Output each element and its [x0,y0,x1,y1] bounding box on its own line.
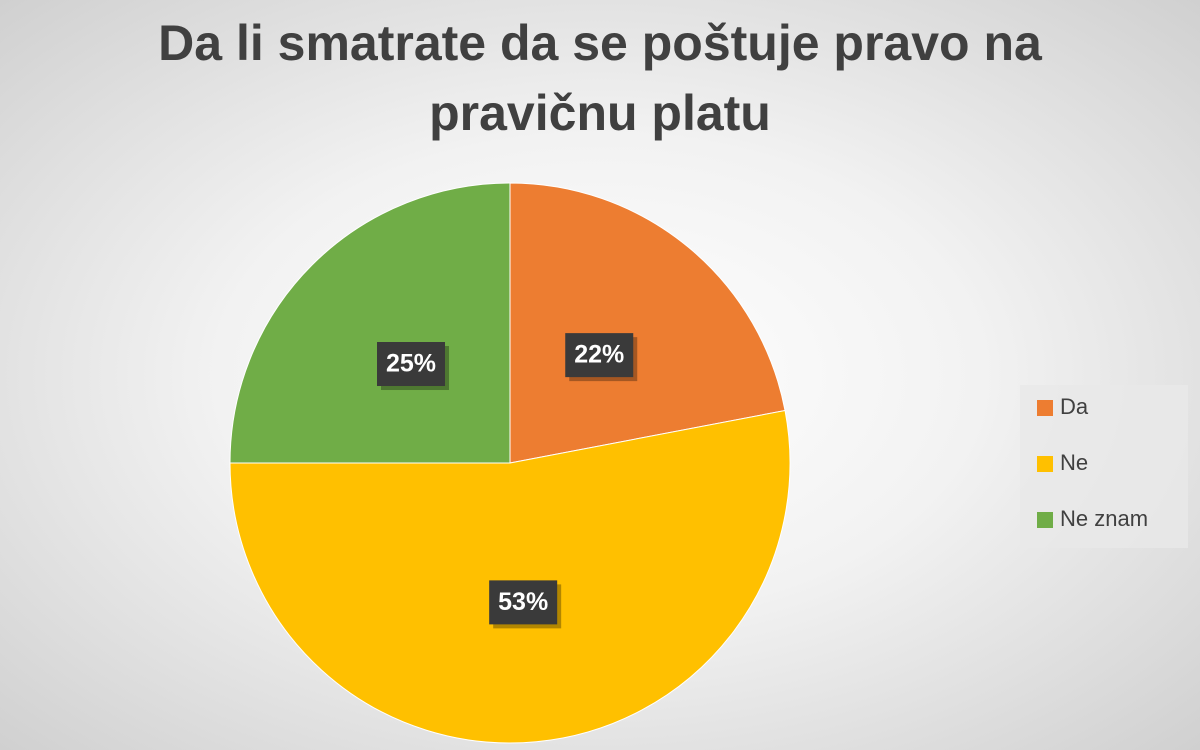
chart-title: Da li smatrate da se poštuje pravo na pr… [158,15,1042,141]
legend-label: Da [1060,394,1089,419]
legend-swatch [1037,400,1053,416]
pie-slice [509,182,786,464]
data-label: 53% [498,588,548,616]
pie-slice [229,182,511,464]
legend-label: Ne znam [1060,506,1148,531]
data-label: 25% [386,350,436,378]
legend-swatch [1037,456,1053,472]
data-label-box [565,333,634,378]
legend-label: Ne [1060,450,1088,475]
pie-slice [229,409,791,744]
legend-swatch [1037,512,1053,528]
data-label: 22% [574,341,624,369]
data-label-box [377,342,446,387]
data-label-box [489,580,558,625]
